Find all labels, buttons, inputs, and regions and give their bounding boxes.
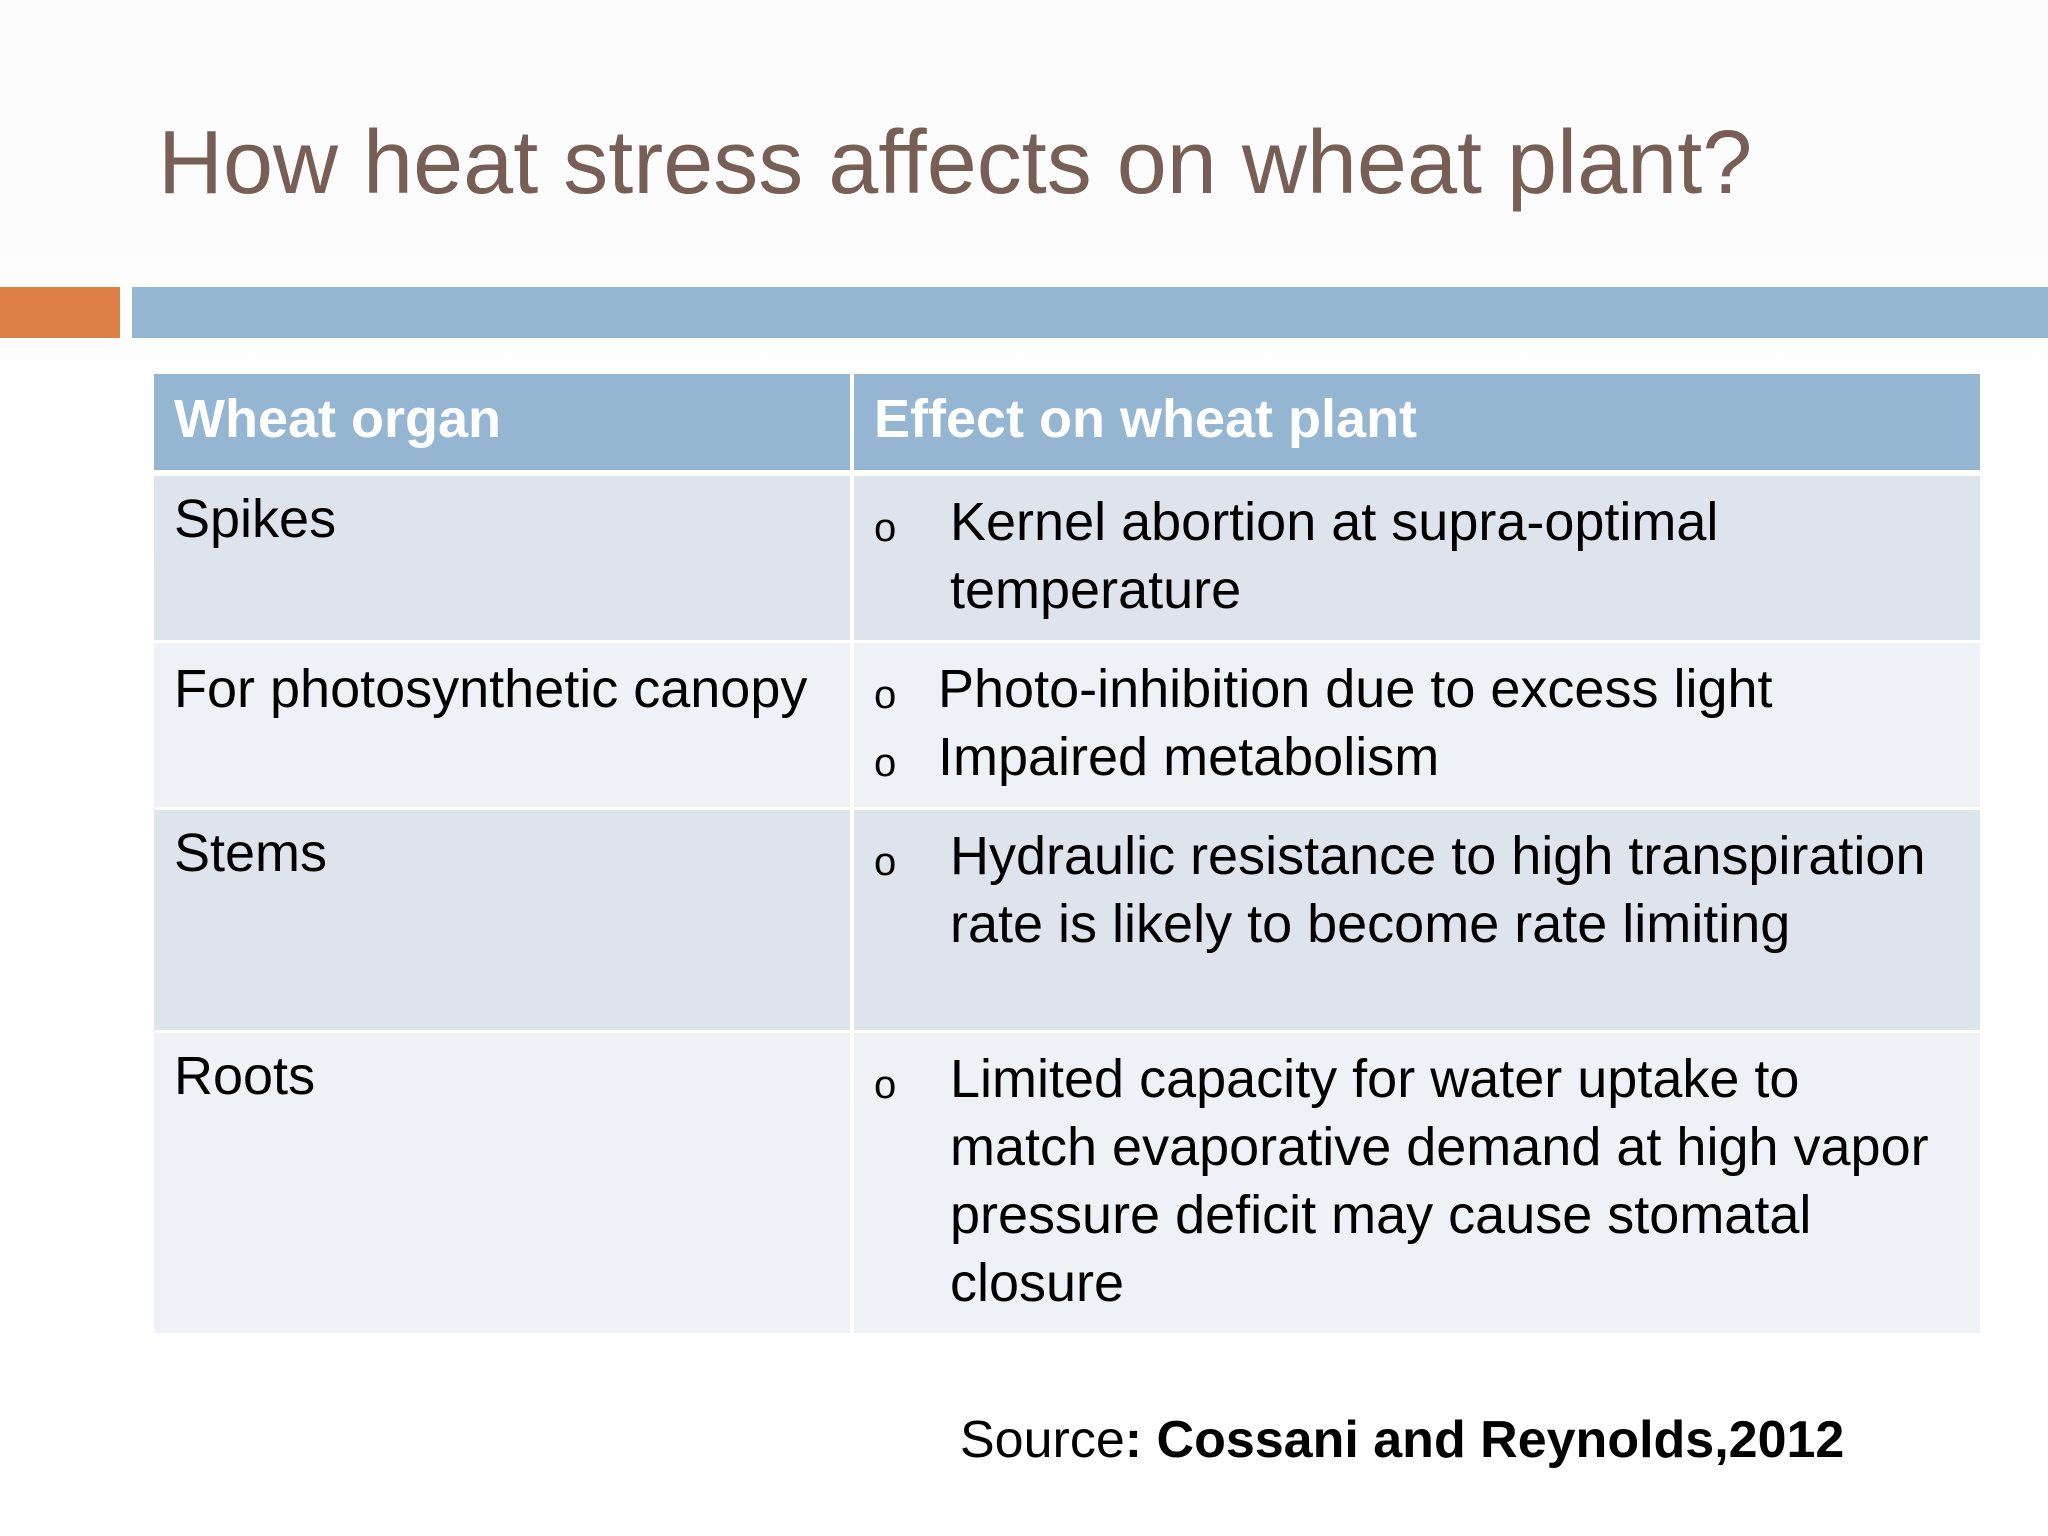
organ-cell: Roots	[154, 1030, 854, 1333]
effect-cell: o Photo-inhibition due to excess light o…	[854, 640, 1980, 807]
bullet-icon: o	[874, 1063, 897, 1107]
source-label: Source	[960, 1411, 1125, 1469]
organ-cell: Stems	[154, 807, 854, 1030]
bullet-icon: o	[874, 673, 897, 717]
effects-table: Wheat organ Effect on wheat plant Spikes…	[154, 374, 1980, 1333]
effect-item: o Kernel abortion at supra-optimal tempe…	[874, 488, 1960, 624]
effect-text: Limited capacity for water uptake to mat…	[950, 1049, 1929, 1313]
table-row: Stems o Hydraulic resistance to high tra…	[154, 807, 1980, 1030]
slide-title: How heat stress affects on wheat plant?	[158, 113, 1753, 213]
organ-cell: For photosynthetic canopy	[154, 640, 854, 807]
effect-item: o Hydraulic resistance to high transpira…	[874, 822, 1960, 958]
effect-list: o Photo-inhibition due to excess light o…	[874, 655, 1960, 791]
effect-item: o Impaired metabolism	[874, 723, 1960, 791]
table-header-row: Wheat organ Effect on wheat plant	[154, 374, 1980, 476]
organ-text: For photosynthetic canopy	[174, 659, 808, 719]
effect-text: Impaired metabolism	[938, 727, 1440, 787]
effect-list: o Hydraulic resistance to high transpira…	[874, 822, 1960, 958]
effect-text: Hydraulic resistance to high transpirati…	[950, 826, 1926, 954]
effect-list: o Limited capacity for water uptake to m…	[874, 1045, 1960, 1317]
organ-cell: Spikes	[154, 476, 854, 640]
effect-list: o Kernel abortion at supra-optimal tempe…	[874, 488, 1960, 624]
effect-cell: o Kernel abortion at supra-optimal tempe…	[854, 476, 1980, 640]
effect-text: Photo-inhibition due to excess light	[938, 659, 1773, 719]
header-wheat-organ: Wheat organ	[154, 374, 854, 476]
source-reference: : Cossani and Reynolds,2012	[1124, 1411, 1845, 1469]
title-divider-bar	[132, 287, 2048, 338]
bullet-icon: o	[874, 741, 897, 785]
table-row: For photosynthetic canopy o Photo-inhibi…	[154, 640, 1980, 807]
bullet-icon: o	[874, 840, 897, 884]
table-row: Roots o Limited capacity for water uptak…	[154, 1030, 1980, 1333]
effect-item: o Limited capacity for water uptake to m…	[874, 1045, 1960, 1317]
source-citation: Source: Cossani and Reynolds,2012	[960, 1410, 1844, 1470]
effect-text: Kernel abortion at supra-optimal tempera…	[950, 492, 1719, 620]
header-effect: Effect on wheat plant	[854, 374, 1980, 476]
bullet-icon: o	[874, 506, 897, 550]
title-accent-bar	[0, 287, 120, 338]
effect-cell: o Hydraulic resistance to high transpira…	[854, 807, 1980, 1030]
table-row: Spikes o Kernel abortion at supra-optima…	[154, 476, 1980, 640]
effect-cell: o Limited capacity for water uptake to m…	[854, 1030, 1980, 1333]
effect-item: o Photo-inhibition due to excess light	[874, 655, 1960, 723]
